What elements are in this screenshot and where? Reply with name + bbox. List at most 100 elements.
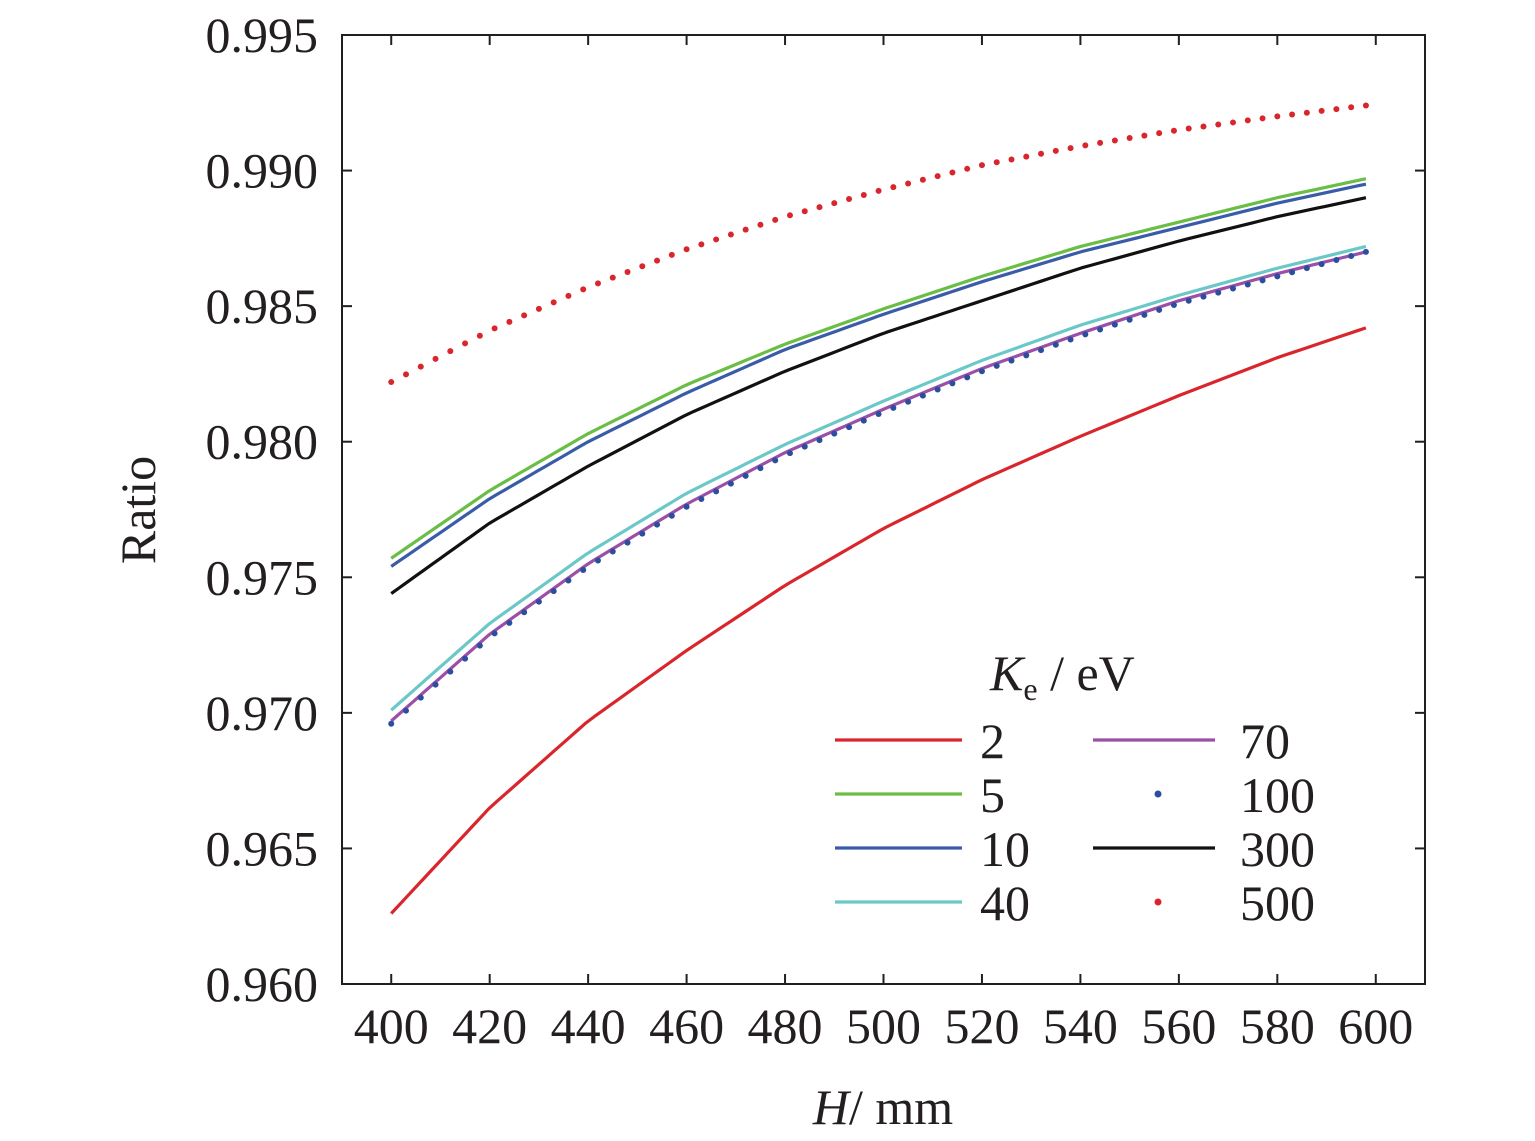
series-line-5 [390, 177, 1367, 560]
x-axis-unit: / mm [849, 1079, 953, 1135]
series-point-500 [565, 292, 572, 299]
series-point-500 [919, 176, 926, 183]
series-point-100 [550, 588, 557, 595]
x-tick-label: 440 [551, 998, 626, 1054]
series-point-500 [875, 187, 882, 194]
series-point-100 [1052, 341, 1059, 348]
series-line-40 [390, 244, 1367, 712]
series-point-500 [1023, 153, 1030, 160]
y-axis-label: Ratio [110, 456, 166, 564]
series-line-300 [390, 196, 1367, 595]
series-point-100 [727, 480, 734, 487]
series-point-100 [565, 577, 572, 584]
series-point-100 [1170, 302, 1177, 309]
series-point-100 [1067, 336, 1074, 343]
series-line-10 [390, 182, 1367, 568]
series-point-100 [786, 450, 793, 457]
series-point-500 [1362, 102, 1369, 109]
series-point-100 [713, 488, 720, 495]
series-point-500 [1185, 125, 1192, 132]
series-point-100 [875, 411, 882, 418]
series-point-500 [742, 226, 749, 233]
y-tick-label: 0.970 [206, 685, 319, 741]
series-point-500 [1067, 145, 1074, 152]
series-point-500 [521, 312, 528, 319]
series-point-500 [1008, 156, 1015, 163]
series-point-500 [698, 241, 705, 248]
series-point-100 [506, 619, 513, 626]
y-tick-label: 0.960 [206, 956, 319, 1012]
series-point-100 [521, 609, 528, 616]
series-point-100 [417, 694, 424, 701]
legend-label-100: 100 [1240, 767, 1315, 823]
y-tick-label: 0.995 [206, 7, 319, 63]
series-point-100 [1141, 311, 1148, 318]
series-point-100 [949, 380, 956, 387]
series-point-500 [403, 371, 409, 378]
series-point-500 [772, 216, 779, 223]
series-point-100 [816, 437, 823, 444]
series-point-500 [1348, 104, 1355, 111]
series-point-500 [1274, 113, 1281, 120]
series-point-500 [1082, 142, 1089, 149]
y-tick-label: 0.990 [206, 143, 319, 199]
x-tick-label: 400 [354, 998, 429, 1054]
series-point-100 [1274, 273, 1281, 280]
series-point-100 [846, 424, 853, 431]
series-point-100 [535, 598, 542, 605]
series-point-500 [831, 200, 838, 207]
series-point-100 [1362, 248, 1369, 255]
series-point-500 [639, 263, 646, 270]
series-point-500 [890, 184, 897, 191]
series-point-500 [905, 180, 912, 187]
legend-swatch-100 [1154, 790, 1162, 798]
tick-labels: 400 420 440 460 480 500 520 540 560 580 6000.9600.… [206, 7, 1414, 1054]
series-point-100 [1008, 357, 1015, 364]
legend-label-500: 500 [1240, 875, 1315, 931]
series-point-100 [1111, 321, 1118, 328]
series-point-100 [639, 530, 646, 537]
series-point-100 [1244, 281, 1251, 288]
series-line-70 [390, 250, 1367, 723]
legend-swatch-500 [1154, 898, 1162, 906]
series-point-500 [993, 159, 1000, 166]
series-point-100 [1348, 252, 1355, 259]
series-point-500 [786, 212, 793, 219]
series-point-100 [772, 457, 779, 464]
series-point-100 [1259, 277, 1266, 284]
legend-label-40: 40 [980, 875, 1030, 931]
series-point-500 [1141, 132, 1148, 139]
ticks [342, 34, 1425, 985]
y-tick-label: 0.985 [206, 278, 319, 334]
x-tick-label: 460 [649, 998, 724, 1054]
series-point-100 [1303, 265, 1310, 272]
series-point-500 [801, 208, 808, 215]
series-point-500 [1170, 127, 1177, 134]
series-point-500 [417, 363, 424, 370]
x-tick-label: 500 [846, 998, 921, 1054]
series-point-500 [1259, 115, 1266, 122]
series-point-500 [816, 204, 823, 211]
series-point-500 [757, 221, 764, 228]
series-point-100 [1156, 306, 1163, 313]
series-point-100 [1289, 269, 1296, 276]
series-point-500 [462, 340, 469, 347]
series-point-100 [476, 642, 483, 649]
legend-label-10: 10 [980, 821, 1030, 877]
series-line-2 [390, 326, 1367, 915]
series-point-500 [727, 231, 734, 238]
series-point-100 [1215, 289, 1222, 296]
series-point-100 [801, 443, 808, 450]
series-point-500 [506, 318, 513, 325]
series-point-100 [890, 404, 897, 411]
series-point-500 [964, 165, 971, 172]
series-point-100 [1333, 257, 1340, 264]
series-point-500 [550, 299, 557, 306]
x-tick-label: 540 [1043, 998, 1118, 1054]
series-point-500 [683, 246, 690, 253]
series-point-100 [757, 465, 764, 472]
series-point-500 [1215, 121, 1222, 128]
